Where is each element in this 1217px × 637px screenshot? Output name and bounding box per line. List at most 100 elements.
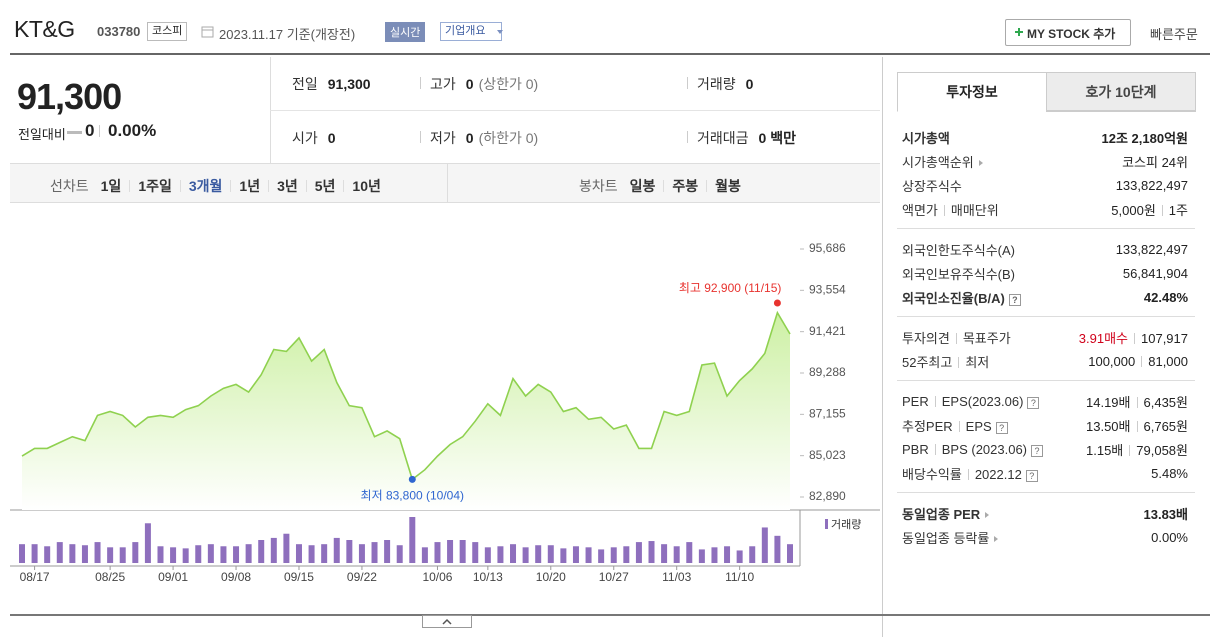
current-price: 91,300 <box>17 76 122 117</box>
volume-bar <box>761 527 768 563</box>
period-tab[interactable]: 5년 <box>305 179 344 193</box>
volume-bar <box>107 547 114 563</box>
legend-label: 거래량 <box>831 518 861 531</box>
info-label: 시가총액순위 <box>902 152 983 171</box>
volume-bar <box>346 540 353 563</box>
divider <box>447 164 448 202</box>
period-tab[interactable]: 1주일 <box>129 179 180 193</box>
x-tick-label: 10/06 <box>422 570 452 584</box>
label-part: BPS (2023.06) <box>941 441 1028 457</box>
help-icon[interactable] <box>1025 469 1038 482</box>
label-part: 배당수익률 <box>902 466 962 482</box>
volume-bar <box>195 545 202 563</box>
volume-bar <box>182 548 189 563</box>
volume-bar <box>409 517 416 563</box>
info-label: 동일업종 등락률 <box>902 528 999 547</box>
cell-note: (상한가 0) <box>478 76 539 92</box>
volume-bar <box>648 541 655 563</box>
cell-value: 0 <box>465 76 474 92</box>
dropdown-caret <box>497 30 503 34</box>
info-label: 투자의견 목표주가 <box>902 328 1011 347</box>
help-icon[interactable] <box>1027 396 1040 409</box>
label-part: 2022.12 <box>974 466 1022 482</box>
divider <box>270 110 880 111</box>
candle-tab[interactable]: 주봉 <box>663 179 706 193</box>
label-part: 동일업종 PER <box>902 506 981 522</box>
mystock-button[interactable] <box>1005 19 1131 46</box>
info-row: 동일업종 PER 13.83배 <box>902 501 1188 525</box>
price-area <box>22 312 790 510</box>
info-value: 56,841,904 <box>1123 266 1188 281</box>
quote-cell: 시가 0 <box>292 128 336 148</box>
x-tick-label: 10/13 <box>473 570 503 584</box>
arrow-icon <box>978 159 983 166</box>
period-tab[interactable]: 3년 <box>268 179 306 193</box>
volume-bar <box>736 550 743 563</box>
collapse-button[interactable] <box>422 615 472 629</box>
label-part: 액면가 <box>902 202 938 218</box>
candle-tab[interactable]: 일봉 <box>629 178 656 194</box>
info-label: 동일업종 PER <box>902 504 990 523</box>
volume-bar <box>333 537 340 563</box>
volume-bar <box>598 549 605 563</box>
info-label: PBR BPS (2023.06) <box>902 441 1044 457</box>
plus-icon <box>1015 28 1023 36</box>
divider <box>420 77 421 89</box>
info-label: 상장주식수 <box>902 176 962 195</box>
value-part: 1.15배 <box>1086 442 1124 458</box>
y-tick-label: 93,554 <box>809 282 846 296</box>
label-part: 시가총액순위 <box>902 154 974 170</box>
realtime-badge[interactable]: 실시간 <box>385 22 426 42</box>
info-value: 133,822,497 <box>1116 242 1188 257</box>
value-part: 133,822,497 <box>1115 177 1188 193</box>
stock-name: KT&G <box>14 16 75 42</box>
info-row: 추정PER EPS 13.50배 6,765원 <box>902 413 1188 437</box>
label-part: 52주최고 <box>902 354 953 370</box>
value-part: 42.48% <box>1143 289 1188 305</box>
volume-bar <box>144 523 151 563</box>
cell-label: 시가 <box>292 130 318 146</box>
market-badge: 코스피 <box>147 22 188 41</box>
period-tab[interactable]: 3개월 <box>179 179 231 193</box>
info-value: 42.48% <box>1144 290 1188 305</box>
label-part: 최저 <box>965 354 990 370</box>
stock-code: 033780 <box>97 24 141 39</box>
info-row: PBR BPS (2023.06) 1.15배 79,058원 <box>902 437 1188 461</box>
value-part: 56,841,904 <box>1122 265 1188 281</box>
divider <box>687 131 688 143</box>
label-part: 외국인소진율(B/A) <box>902 290 1005 306</box>
y-tick-label: 89,288 <box>809 365 846 379</box>
volume-bar <box>19 544 25 563</box>
period-tab[interactable]: 10년 <box>343 179 388 193</box>
x-tick-label: 10/20 <box>536 570 566 584</box>
quote-cell: 거래량 0 <box>697 74 753 94</box>
value-part: 6,435원 <box>1143 394 1189 410</box>
help-icon[interactable] <box>995 421 1008 434</box>
period-tab[interactable]: 1일 <box>100 178 122 194</box>
separator <box>1134 332 1135 344</box>
help-icon[interactable] <box>1031 444 1044 457</box>
quick-order[interactable]: 빠른주문 <box>1150 27 1198 42</box>
volume-bar <box>94 542 101 563</box>
info-tab[interactable]: 호가 10단계 <box>1046 72 1196 112</box>
volume-bar <box>258 540 265 563</box>
separator <box>1141 355 1143 367</box>
separator <box>955 332 957 344</box>
info-tab[interactable]: 투자정보 <box>897 72 1047 112</box>
period-tab[interactable]: 1년 <box>230 179 268 193</box>
label-part: 외국인한도주식수(A) <box>902 242 1016 258</box>
help-icon[interactable] <box>1008 293 1021 306</box>
info-label: 52주최고 최저 <box>902 352 989 371</box>
label-part: EPS(2023.06) <box>941 393 1024 409</box>
legend-swatch <box>825 519 828 529</box>
info-label: PER EPS(2023.06) <box>902 393 1040 409</box>
flat-icon <box>67 131 82 134</box>
cell-value: 0 <box>465 130 474 146</box>
quote-cell: 저가 0 (하한가 0) <box>430 128 538 148</box>
info-value: 100,000 81,000 <box>1088 354 1188 369</box>
info-row: 외국인보유주식수(B) 56,841,904 <box>902 261 1188 285</box>
candle-tab[interactable]: 월봉 <box>706 179 749 193</box>
volume-bar <box>233 546 240 563</box>
